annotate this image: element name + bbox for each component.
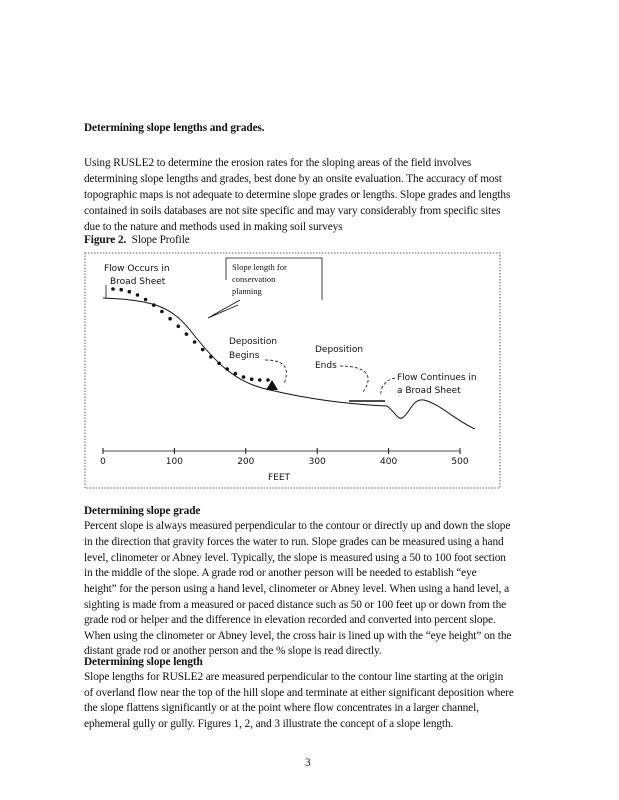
section-heading-slope-length: Determining slope length <box>84 656 203 668</box>
paragraph-line: level, clinometer or Abney level. Typica… <box>84 552 506 564</box>
flow-path-dot <box>119 287 123 292</box>
flow-path-dot <box>225 367 229 371</box>
paragraph-line: in the direction that gravity forces the… <box>84 536 504 548</box>
label-flow-continues: Flow Continues in <box>397 373 477 383</box>
flow-path-dot <box>184 332 189 336</box>
flow-path-dot <box>152 303 156 307</box>
paragraph-line: Slope lengths for RUSLE2 are measured pe… <box>84 671 504 683</box>
slope-length-box <box>225 257 323 300</box>
label-deposition-begins: Begins <box>229 351 260 361</box>
flow-path-dot <box>168 316 172 321</box>
label-slope-length: Slope length for <box>232 262 287 272</box>
flow-path-dot <box>143 297 148 302</box>
deposition-ends-leader <box>339 365 369 393</box>
label-deposition-ends: Ends <box>315 361 337 371</box>
figure-border <box>84 252 501 489</box>
paragraph-line: in the middle of the slope. A grade rod … <box>84 567 477 579</box>
label-slope-length: conservation <box>232 274 276 284</box>
flow-path-dot <box>249 377 254 382</box>
paragraph-line: ephemeral gully or gully. Figures 1, 2, … <box>84 718 454 730</box>
label-deposition-ends: Deposition <box>315 345 363 355</box>
paragraph-line: Percent slope is always measured perpend… <box>84 520 511 532</box>
x-tick-label: 200 <box>237 457 254 467</box>
flow-path-dots <box>111 287 270 382</box>
paragraph-line: grade rod or helper and the difference i… <box>84 614 496 626</box>
figure-number: Figure 2. <box>84 234 127 246</box>
slope-profile-line <box>102 297 476 430</box>
deposition-begins-leader <box>264 359 287 385</box>
deposition-triangle <box>266 380 278 390</box>
x-axis-label: FEET <box>268 473 291 483</box>
label-slope-length: planning <box>232 286 262 296</box>
flow-path-dot <box>258 378 262 382</box>
paragraph-line: contained in soils databases are not sit… <box>84 205 501 217</box>
flow-path-dot <box>209 355 213 359</box>
paragraph-line: the slope flattens significantly or at t… <box>84 702 479 714</box>
paragraph-line: When using the clinometer or Abney level… <box>84 630 512 642</box>
x-tick-label: 0 <box>100 457 106 467</box>
section-heading-slope-grade: Determining slope grade <box>84 505 201 517</box>
label-flow-continues: a Broad Sheet <box>397 386 461 396</box>
flow-path-dot <box>200 347 205 352</box>
label-deposition-begins: Deposition <box>229 337 277 347</box>
flow-path-dot <box>111 287 115 291</box>
x-tick-label: 300 <box>309 457 326 467</box>
flow-path-dot <box>217 361 221 366</box>
flow-path-dot <box>135 293 140 297</box>
x-tick-label: 500 <box>451 457 468 467</box>
paragraph-line: height” for the person using a hand leve… <box>84 583 509 595</box>
figure-title: Slope Profile <box>131 234 190 246</box>
page-number: 3 <box>305 757 311 769</box>
paragraph-line: determining slope lengths and grades, be… <box>84 173 502 185</box>
flow-path-dot <box>176 324 181 329</box>
flow-path-dot <box>241 375 246 379</box>
paragraph-line: due to the nature and methods used in ma… <box>84 221 343 233</box>
section-heading-slope-lengths-grades: Determining slope lengths and grades. <box>84 122 265 134</box>
flow-path-dot <box>192 340 197 344</box>
flow-path-dot <box>160 309 164 314</box>
flow-continues-leader <box>380 377 396 396</box>
paragraph-line: sighting is made from a measured or pace… <box>84 599 507 611</box>
label-flow-occurs: Broad Sheet <box>110 277 166 287</box>
x-tick-label: 400 <box>380 457 397 467</box>
flow-path-dot <box>266 378 270 382</box>
flow-path-dot <box>127 289 132 294</box>
paragraph-line: Using RUSLE2 to determine the erosion ra… <box>84 157 472 169</box>
paragraph-line: distant grade rod or another person and … <box>84 645 382 657</box>
label-flow-occurs: Flow Occurs in <box>104 264 170 274</box>
slope-length-pointer <box>207 299 241 319</box>
paragraph-line: of overland flow near the top of the hil… <box>84 687 514 699</box>
x-tick-label: 100 <box>166 457 183 467</box>
figure-caption: Figure 2. Slope Profile <box>84 234 190 246</box>
flow-path-dot <box>233 371 238 376</box>
paragraph-line: topographic maps is not adequate to dete… <box>84 189 511 201</box>
